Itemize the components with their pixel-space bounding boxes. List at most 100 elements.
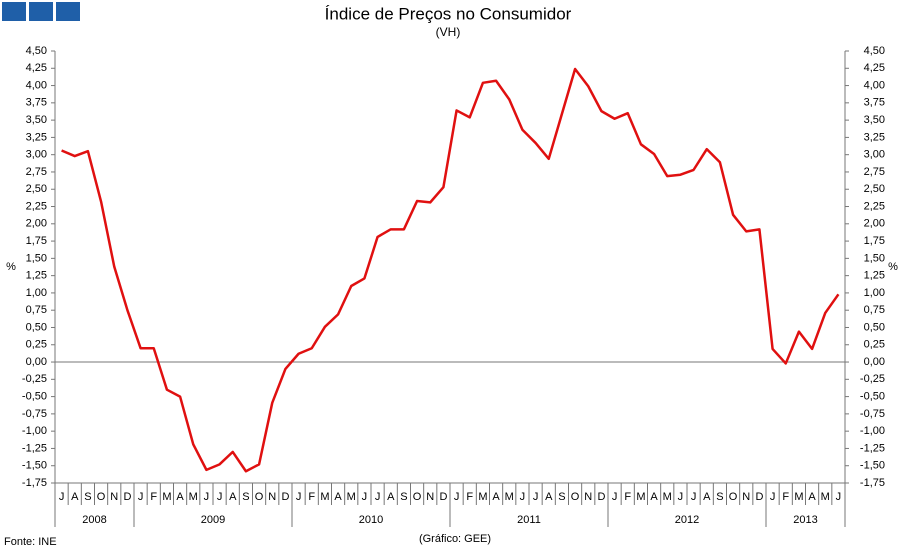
y-tick-label: 3,50: [26, 114, 47, 126]
x-tick-label: O: [255, 491, 264, 503]
x-tick-label: A: [334, 491, 342, 503]
y2-tick-label: 2,00: [864, 218, 885, 230]
x-tick-label: J: [375, 491, 381, 503]
x-tick-label: F: [466, 491, 473, 503]
x-tick-label: J: [362, 491, 368, 503]
x-tick-label: O: [571, 491, 580, 503]
y-tick-label: 2,25: [26, 200, 47, 212]
y2-tick-label: 1,50: [864, 252, 885, 264]
x-tick-label: J: [678, 491, 684, 503]
y-tick-label: -0,25: [22, 373, 47, 385]
logo-block: [56, 2, 80, 21]
y-tick-label: 0,25: [26, 339, 47, 351]
x-tick-label: J: [612, 491, 618, 503]
x-tick-label: M: [320, 491, 329, 503]
y-tick-label: 1,00: [26, 287, 47, 299]
y2-axis-label: %: [888, 261, 898, 273]
x-tick-label: O: [97, 491, 106, 503]
chart-title: Índice de Preços no Consumidor: [325, 4, 572, 23]
x-tick-label: N: [110, 491, 118, 503]
x-tick-label: J: [533, 491, 539, 503]
x-tick-label: J: [454, 491, 460, 503]
x-tick-label: N: [742, 491, 750, 503]
y-tick-label: -1,50: [22, 460, 47, 472]
y-tick-label: -1,75: [22, 477, 47, 489]
y2-tick-label: 3,00: [864, 149, 885, 161]
x-tick-label: D: [755, 491, 763, 503]
x-tick-label: N: [426, 491, 434, 503]
y-tick-label: 0,75: [26, 304, 47, 316]
y2-tick-label: 4,50: [864, 45, 885, 57]
y-tick-label: 3,25: [26, 131, 47, 143]
y2-tick-label: 0,00: [864, 356, 885, 368]
y2-tick-label: 1,75: [864, 235, 885, 247]
x-tick-label: A: [545, 491, 553, 503]
x-tick-label: J: [296, 491, 302, 503]
y2-tick-label: 1,25: [864, 270, 885, 282]
x-tick-label: N: [268, 491, 276, 503]
x-tick-label: A: [71, 491, 79, 503]
x-tick-label: F: [308, 491, 315, 503]
x-tick-label: A: [808, 491, 816, 503]
y-tick-label: -0,75: [22, 408, 47, 420]
x-tick-label: D: [439, 491, 447, 503]
chart-subtitle: (VH): [436, 25, 461, 39]
x-tick-label: J: [770, 491, 776, 503]
y-tick-label: 4,50: [26, 45, 47, 57]
note: (Gráfico: GEE): [419, 533, 491, 545]
y2-tick-label: 3,50: [864, 114, 885, 126]
y-tick-label: 0,00: [26, 356, 47, 368]
x-tick-label: D: [597, 491, 605, 503]
y-tick-label: 2,75: [26, 166, 47, 178]
x-tick-label: D: [123, 491, 131, 503]
y2-tick-label: -0,25: [860, 373, 885, 385]
x-tick-label: J: [138, 491, 144, 503]
x-tick-label: S: [84, 491, 91, 503]
y2-tick-label: 0,25: [864, 339, 885, 351]
y2-tick-label: 2,50: [864, 183, 885, 195]
x-tick-label: J: [204, 491, 210, 503]
y2-tick-label: -1,50: [860, 460, 885, 472]
x-tick-label: M: [821, 491, 830, 503]
y2-tick-label: 1,00: [864, 287, 885, 299]
x-tick-label: O: [729, 491, 738, 503]
y2-tick-label: -0,75: [860, 408, 885, 420]
y-tick-label: 3,00: [26, 149, 47, 161]
y-tick-label: 1,25: [26, 270, 47, 282]
y-axis-label: %: [6, 261, 16, 273]
y-tick-label: 3,75: [26, 97, 47, 109]
x-tick-label: M: [189, 491, 198, 503]
y2-tick-label: 4,25: [864, 62, 885, 74]
x-tick-label: M: [794, 491, 803, 503]
source: Fonte: INE: [4, 536, 57, 548]
year-label: 2010: [359, 514, 383, 526]
x-tick-label: A: [176, 491, 184, 503]
y2-tick-label: -0,50: [860, 391, 885, 403]
x-tick-label: J: [691, 491, 697, 503]
x-tick-label: A: [703, 491, 711, 503]
y2-tick-label: -1,25: [860, 442, 885, 454]
year-label: 2008: [82, 514, 106, 526]
x-tick-label: O: [413, 491, 422, 503]
y-tick-label: 2,00: [26, 218, 47, 230]
series-line: [61, 67, 840, 473]
x-tick-label: M: [636, 491, 645, 503]
y2-tick-label: -1,00: [860, 425, 885, 437]
year-label: 2011: [517, 514, 541, 526]
x-tick-label: A: [650, 491, 658, 503]
y-tick-label: 2,50: [26, 183, 47, 195]
y-tick-label: 4,00: [26, 79, 47, 91]
y-tick-label: 4,25: [26, 62, 47, 74]
x-tick-label: F: [150, 491, 157, 503]
y2-tick-label: 4,00: [864, 79, 885, 91]
x-tick-label: J: [59, 491, 65, 503]
y-tick-label: 1,75: [26, 235, 47, 247]
x-tick-label: M: [162, 491, 171, 503]
x-tick-label: M: [347, 491, 356, 503]
x-tick-label: J: [836, 491, 842, 503]
x-tick-label: J: [217, 491, 223, 503]
logo-block: [29, 2, 53, 21]
x-tick-label: S: [558, 491, 565, 503]
x-tick-label: N: [584, 491, 592, 503]
